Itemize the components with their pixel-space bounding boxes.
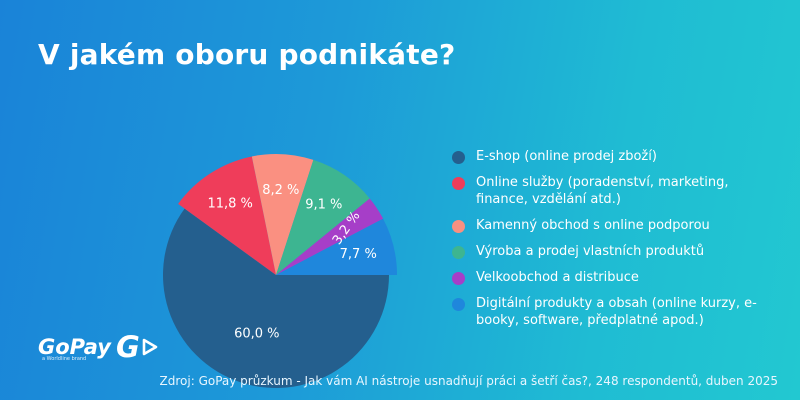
legend-item: Online služby (poradenství, marketing, f… bbox=[452, 174, 782, 208]
pie-slice bbox=[276, 159, 370, 275]
legend-label: Velkoobchod a distribuce bbox=[476, 270, 639, 285]
gopay-logo: GoPay G bbox=[38, 330, 158, 364]
legend-label: E-shop (online prodej zboží) bbox=[476, 149, 657, 164]
source-note: Zdroj: GoPay průzkum - Jak vám AI nástro… bbox=[159, 374, 778, 388]
pie-slice bbox=[276, 198, 384, 275]
legend-label: Výroba a prodej vlastních produktů bbox=[476, 244, 705, 259]
chart-legend: E-shop (online prodej zboží) Online služb… bbox=[452, 148, 782, 338]
chart-title: V jakém oboru podnikáte? bbox=[38, 38, 456, 71]
legend-swatch bbox=[452, 177, 465, 190]
legend-swatch bbox=[452, 298, 465, 311]
legend-swatch bbox=[452, 246, 465, 259]
legend-item: Kamenný obchod s online podporou bbox=[452, 217, 782, 234]
legend-item: Velkoobchod a distribuce bbox=[452, 269, 782, 286]
pie-slice-label: 9,1 % bbox=[305, 198, 342, 213]
play-arrow-icon bbox=[142, 338, 158, 356]
pie-slice bbox=[178, 156, 276, 275]
legend-swatch bbox=[452, 272, 465, 285]
logo-letter: G bbox=[115, 330, 140, 364]
legend-swatch bbox=[452, 220, 465, 233]
pie-slice-label: 8,2 % bbox=[262, 183, 299, 198]
legend-item: Výroba a prodej vlastních produktů bbox=[452, 243, 782, 260]
legend-swatch bbox=[452, 151, 465, 164]
legend-item: Digitální produkty a obsah (online kurzy… bbox=[452, 295, 782, 329]
legend-label: Digitální produkty a obsah (online kurzy… bbox=[476, 296, 757, 328]
pie-slice bbox=[251, 154, 314, 275]
logo-wordmark: GoPay bbox=[38, 335, 111, 359]
logo-tagline: a Worldline brand bbox=[42, 356, 87, 362]
pie-slice bbox=[163, 208, 389, 388]
legend-item: E-shop (online prodej zboží) bbox=[452, 148, 782, 165]
pie-slice-labels: 60,0 %11,8 %8,2 %9,1 %3,2 %7,7 % bbox=[207, 183, 376, 342]
pie-slice-label: 11,8 % bbox=[207, 196, 252, 211]
pie-slice-label: 60,0 % bbox=[234, 327, 279, 342]
legend-label: Online služby (poradenství, marketing, f… bbox=[476, 175, 729, 207]
pie-slice-label: 7,7 % bbox=[340, 247, 377, 262]
pie-slices bbox=[163, 154, 397, 388]
pie-slice bbox=[276, 218, 397, 275]
legend-label: Kamenný obchod s online podporou bbox=[476, 218, 710, 233]
